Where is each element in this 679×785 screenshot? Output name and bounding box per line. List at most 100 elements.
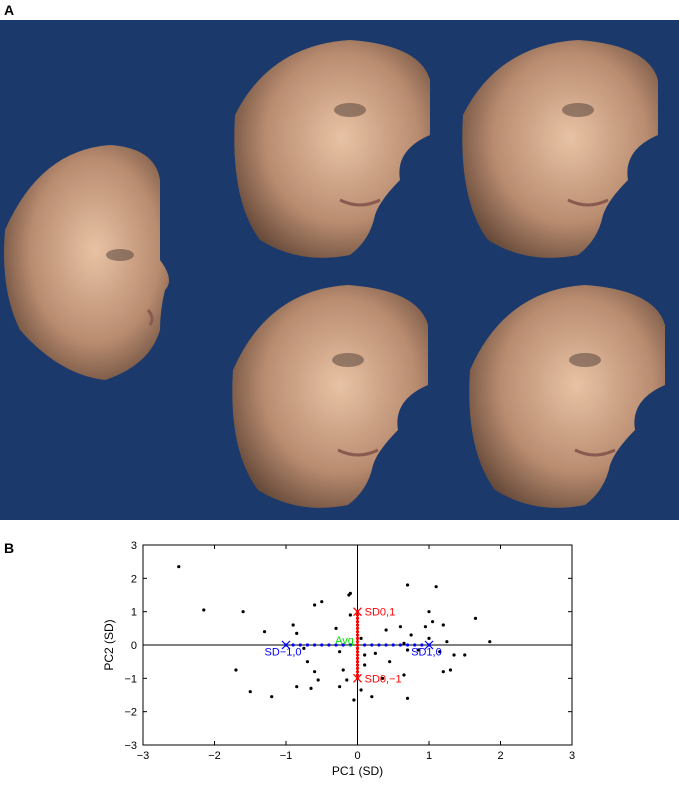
annotation-label: SD−1,0: [265, 647, 302, 659]
data-point-series-0: [313, 603, 317, 607]
y-tick-label: 1: [131, 607, 137, 619]
annotation-marker: [281, 640, 291, 650]
data-point-series-1: [384, 643, 388, 647]
data-point-series-0: [352, 698, 356, 702]
data-point-series-0: [359, 636, 363, 640]
annotation-marker: [424, 640, 434, 650]
y-tick-label: 3: [131, 540, 137, 552]
data-point-series-0: [320, 600, 324, 604]
data-point-series-2: [355, 623, 360, 627]
data-point-series-0: [441, 670, 445, 674]
annotation-marker: [353, 673, 362, 683]
data-point-series-1: [420, 643, 424, 647]
data-point-series-0: [295, 631, 299, 635]
data-point-series-0: [380, 676, 385, 680]
data-point-series-0: [347, 593, 351, 597]
face-render-top-right: [462, 40, 658, 258]
x-tick-label: −3: [137, 750, 150, 762]
data-point-series-0: [427, 610, 431, 614]
data-point-series-0: [270, 695, 274, 699]
data-point-series-0: [463, 653, 467, 657]
data-point-series-0: [202, 608, 206, 612]
x-tick-label: 3: [569, 750, 575, 762]
data-point-series-0: [384, 628, 388, 632]
x-tick-label: −2: [208, 750, 221, 762]
data-point-series-1: [405, 643, 410, 647]
data-point-series-0: [177, 565, 181, 569]
data-point-series-0: [445, 640, 449, 644]
data-point-series-0: [409, 633, 413, 637]
data-point-series-2: [355, 626, 360, 630]
data-point-series-2: [355, 670, 360, 674]
x-axis-label: PC1 (SD): [332, 764, 383, 778]
data-point-series-0: [348, 613, 352, 617]
face-render-average: [4, 145, 169, 380]
x-tick-label: 1: [426, 750, 432, 762]
data-point-series-2: [355, 666, 360, 670]
data-point-series-1: [341, 643, 345, 647]
data-point-series-2: [355, 660, 360, 664]
y-tick-label: 0: [131, 640, 137, 652]
data-point-series-0: [430, 620, 435, 624]
data-point-series-0: [405, 648, 410, 652]
data-point-series-0: [402, 641, 406, 645]
data-point-series-1: [305, 643, 310, 647]
data-point-series-0: [345, 678, 349, 682]
data-point-series-0: [291, 623, 295, 627]
data-point-series-0: [334, 626, 338, 630]
data-point-series-1: [363, 643, 367, 647]
data-point-series-1: [398, 643, 402, 647]
panel-b-label: B: [4, 540, 15, 556]
data-point-series-1: [327, 643, 331, 647]
scatter-plot-svg: −3 −2 −1 0 1 2 3 −3 −2 −1 0 1 2 3 PC1 (SD) PC2 (SD) SD0,…: [102, 540, 575, 778]
data-point-series-0: [441, 623, 445, 627]
data-point-series-0: [438, 650, 442, 654]
panel-a-label: A: [4, 2, 15, 18]
data-point-series-2: [355, 630, 360, 634]
data-point-series-0: [305, 660, 310, 664]
data-point-series-1: [348, 643, 352, 647]
data-point-series-1: [291, 643, 295, 647]
data-point-series-0: [309, 686, 313, 690]
data-point-series-0: [448, 668, 453, 672]
data-point-series-1: [313, 643, 317, 647]
data-point-series-2: [355, 620, 360, 624]
y-axis-label: PC2 (SD): [102, 619, 116, 670]
data-point-series-0: [402, 673, 406, 677]
data-point-series-1: [391, 643, 395, 647]
data-point-series-0: [338, 650, 342, 654]
data-point-series-2: [355, 633, 360, 637]
data-point-series-0: [405, 696, 410, 700]
data-point-series-0: [434, 585, 438, 589]
data-point-series-2: [355, 663, 360, 667]
data-point-series-0: [423, 625, 428, 629]
data-point-series-1: [413, 643, 417, 647]
data-point-series-0: [473, 616, 478, 620]
data-point-series-1: [320, 643, 324, 647]
data-point-series-2: [355, 643, 360, 647]
pc-scatter-chart: −3 −2 −1 0 1 2 3 −3 −2 −1 0 1 2 3 PC1 (SD) PC2 (SD) SD0,…: [0, 525, 679, 780]
y-tick-label: 2: [131, 573, 137, 585]
face-render-bottom-right: [469, 285, 665, 508]
data-point-series-2: [355, 656, 360, 660]
data-point-series-0: [452, 653, 456, 657]
data-point-series-0: [363, 653, 367, 657]
data-point-series-2: [355, 646, 360, 650]
y-tick-label: −1: [124, 673, 137, 685]
x-tick-label: 0: [354, 750, 360, 762]
data-point-series-0: [398, 625, 402, 629]
data-point-series-2: [355, 673, 360, 677]
data-point-series-2: [355, 616, 360, 620]
y-tick-label: −2: [124, 707, 137, 719]
data-point-series-2: [355, 636, 360, 640]
data-point-series-2: [355, 653, 360, 657]
data-point-series-1: [377, 643, 381, 647]
data-point-series-0: [388, 660, 392, 664]
x-tick-label: 2: [497, 750, 503, 762]
face-renderings: [4, 40, 665, 508]
data-point-series-0: [373, 651, 377, 655]
data-point-series-0: [405, 583, 410, 587]
data-point-series-0: [316, 678, 320, 682]
data-point-series-0: [427, 636, 431, 640]
annotation-label: SD0,1: [365, 607, 396, 619]
